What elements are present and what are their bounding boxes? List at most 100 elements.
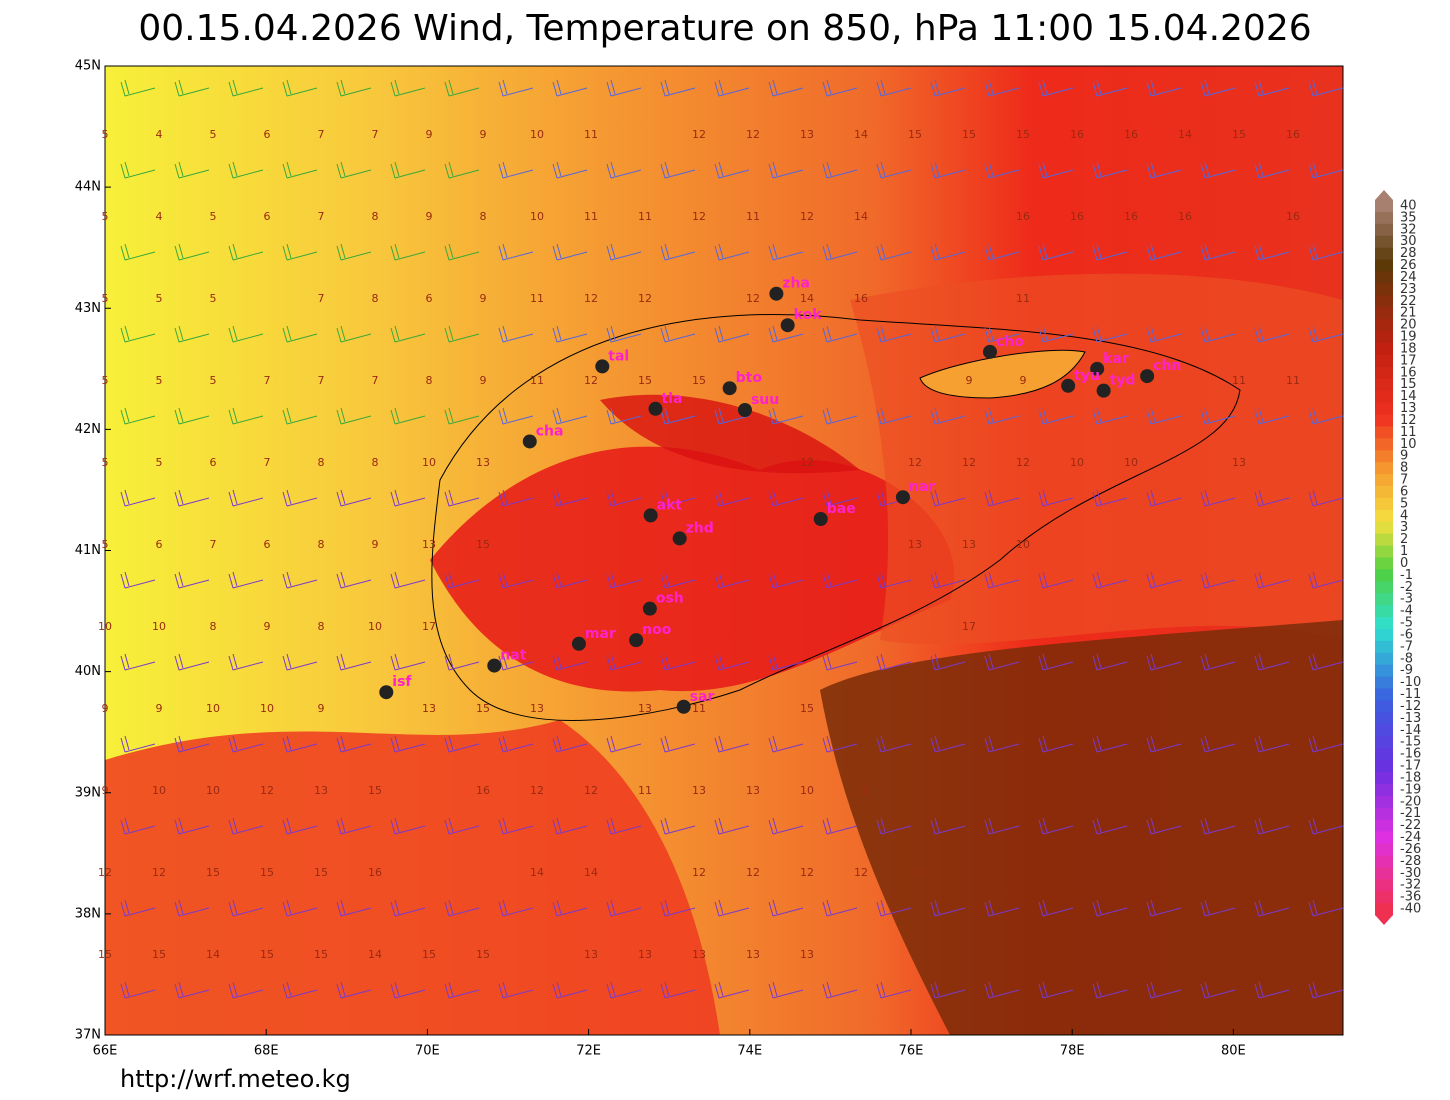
station-label: suu <box>751 392 779 408</box>
wind-barb <box>444 571 480 589</box>
wind-barb <box>1092 653 1128 671</box>
wind-barb <box>714 735 750 753</box>
station <box>1061 378 1076 393</box>
temperature-label: 16 <box>1178 210 1192 223</box>
station <box>629 633 644 648</box>
wind-barb <box>714 407 750 425</box>
colorbar-cell <box>1375 343 1393 356</box>
colorbar-cell <box>1375 569 1393 582</box>
wind-barb <box>768 653 804 671</box>
wind-barb <box>1146 243 1182 261</box>
temperature-label: 12 <box>746 128 760 141</box>
colorbar-cell <box>1375 664 1393 678</box>
wind-barb <box>606 653 642 671</box>
wind-barb <box>822 161 858 179</box>
temperature-label: 10 <box>152 784 166 797</box>
colorbar-label: -24 <box>1400 830 1421 845</box>
wind-barb <box>336 325 372 343</box>
temperature-label: 12 <box>854 866 868 879</box>
title: 00.15.04.2026 Wind, Temperature on 850, … <box>138 8 1311 49</box>
temperature-label: 16 <box>1124 210 1138 223</box>
temperature-label: 5 <box>102 538 109 551</box>
wind-barb <box>498 325 534 343</box>
colorbar-cell <box>1375 605 1393 618</box>
temperature-label: 13 <box>422 538 436 551</box>
temperature-label: 10 <box>530 128 544 141</box>
temperature-label: 12 <box>1016 456 1030 469</box>
colorbar-label: 21 <box>1400 306 1417 321</box>
temperature-label: 10 <box>1124 456 1138 469</box>
colorbar-label: 9 <box>1400 449 1408 464</box>
temperature-label: 13 <box>692 948 706 961</box>
colorbar-label: 6 <box>1400 484 1408 499</box>
wind-barb <box>1146 79 1182 97</box>
colorbar-cell <box>1375 891 1393 904</box>
colorbar-label: 26 <box>1400 258 1417 273</box>
station <box>1140 369 1155 384</box>
temperature-label: 10 <box>1016 538 1030 551</box>
temperature-label: 10 <box>368 620 382 633</box>
station-label: akt <box>657 497 683 513</box>
wind-barb <box>984 489 1020 507</box>
colorbar-cell <box>1375 617 1393 630</box>
colorbar-label: -21 <box>1400 806 1421 821</box>
temperature-label: 8 <box>372 292 379 305</box>
colorbar-label: 32 <box>1400 222 1417 237</box>
colorbar-label: 16 <box>1400 365 1417 380</box>
wind-barb <box>660 407 696 425</box>
wind-barb <box>174 981 210 999</box>
temperature-label: 5 <box>210 292 217 305</box>
wind-barb <box>390 653 426 671</box>
wind-barb <box>228 981 264 999</box>
wind-barb <box>336 571 372 589</box>
temperature-label: 9 <box>480 292 487 305</box>
wind-barb <box>444 653 480 671</box>
temperature-label: 6 <box>264 210 271 223</box>
wind-barb <box>1038 571 1074 589</box>
wind-barb <box>336 817 372 835</box>
wind-barb <box>120 899 156 917</box>
lon-tick-label: 68E <box>254 1044 279 1059</box>
temperature-label: 10 <box>152 620 166 633</box>
temperature-label: 13 <box>422 702 436 715</box>
wind-barb <box>984 817 1020 835</box>
wind-barb <box>498 161 534 179</box>
temperature-label: 12 <box>530 784 544 797</box>
station-label: bae <box>827 501 856 517</box>
wind-barb <box>606 571 642 589</box>
station <box>642 601 657 616</box>
station-label: kok <box>794 307 823 323</box>
wind-barb <box>1254 653 1290 671</box>
temperature-label: 15 <box>800 702 814 715</box>
wind-barb <box>282 243 318 261</box>
wind-barb <box>1308 325 1344 343</box>
colorbar-label: -4 <box>1400 604 1413 619</box>
colorbar-cell <box>1375 509 1393 523</box>
colorbar-label: 13 <box>1400 401 1417 416</box>
wind-barb <box>444 735 480 753</box>
station-label: mar <box>585 626 616 642</box>
colorbar-cell <box>1375 354 1393 368</box>
temperature-label: 14 <box>800 292 814 305</box>
wind-barb <box>1146 489 1182 507</box>
colorbar-cell <box>1375 259 1393 272</box>
colorbar-cell <box>1375 736 1393 749</box>
colorbar-cell <box>1375 629 1393 642</box>
wind-barb <box>498 981 534 999</box>
colorbar-cell <box>1375 271 1393 284</box>
wind-barb <box>1308 489 1344 507</box>
wind-barb <box>120 981 156 999</box>
colorbar-label: 14 <box>1400 389 1417 404</box>
temperature-label: 8 <box>372 456 379 469</box>
temperature-label: 15 <box>638 374 652 387</box>
wind-barb <box>1146 899 1182 917</box>
wind-barb <box>714 817 750 835</box>
temperature-label: 7 <box>264 374 271 387</box>
wind-barb <box>498 571 534 589</box>
colorbar-label: -32 <box>1400 878 1421 893</box>
station-label: kar <box>1103 351 1129 367</box>
temperature-label: 12 <box>800 210 814 223</box>
station <box>672 531 687 546</box>
temperature-label: 7 <box>372 128 379 141</box>
wind-barb <box>498 735 534 753</box>
